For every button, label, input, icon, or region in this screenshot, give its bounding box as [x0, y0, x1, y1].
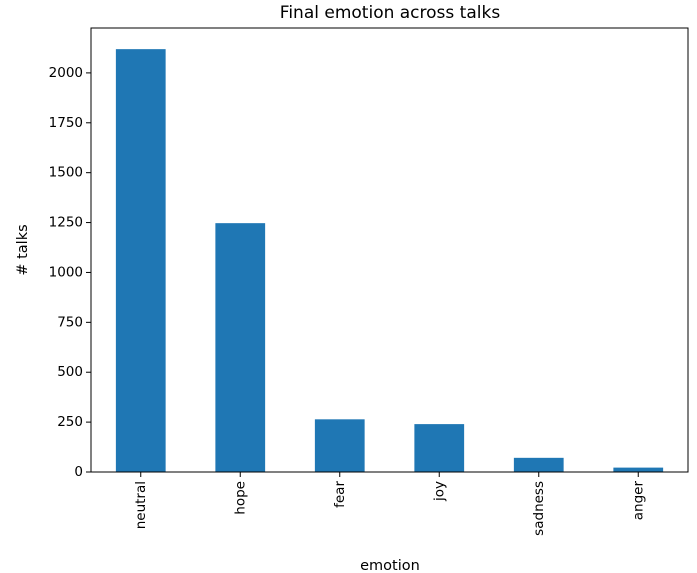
y-tick-label: 1750: [49, 115, 83, 131]
x-tick-label: sadness: [531, 481, 547, 536]
bar-hope: [215, 223, 266, 472]
x-tick-label: joy: [431, 481, 447, 502]
y-tick-label: 1250: [49, 215, 83, 231]
y-tick-label: 500: [57, 364, 83, 380]
chart-title: Final emotion across talks: [280, 3, 501, 23]
y-tick-label: 1000: [49, 264, 83, 280]
bar-joy: [414, 424, 465, 472]
bar-sadness: [513, 457, 564, 472]
y-tick-label: 2000: [49, 65, 83, 81]
x-tick-label: neutral: [133, 481, 149, 529]
x-tick-label: anger: [630, 481, 646, 521]
y-tick-label: 750: [57, 314, 83, 330]
x-tick-label: fear: [332, 481, 348, 508]
bar-neutral: [115, 49, 166, 473]
x-tick-label: hope: [232, 481, 248, 515]
y-tick-label: 250: [57, 414, 83, 430]
y-tick-label: 0: [74, 464, 83, 480]
plot-area: neutral hope fear joy sadness anger 0 250 500 750…: [49, 27, 689, 536]
bar-fear: [314, 419, 365, 472]
y-tick-label: 1500: [49, 165, 83, 181]
bar-anger: [613, 467, 664, 472]
x-axis-label: emotion: [360, 558, 420, 573]
plot-frame: [90, 27, 689, 473]
y-axis-label: # talks: [15, 224, 31, 275]
